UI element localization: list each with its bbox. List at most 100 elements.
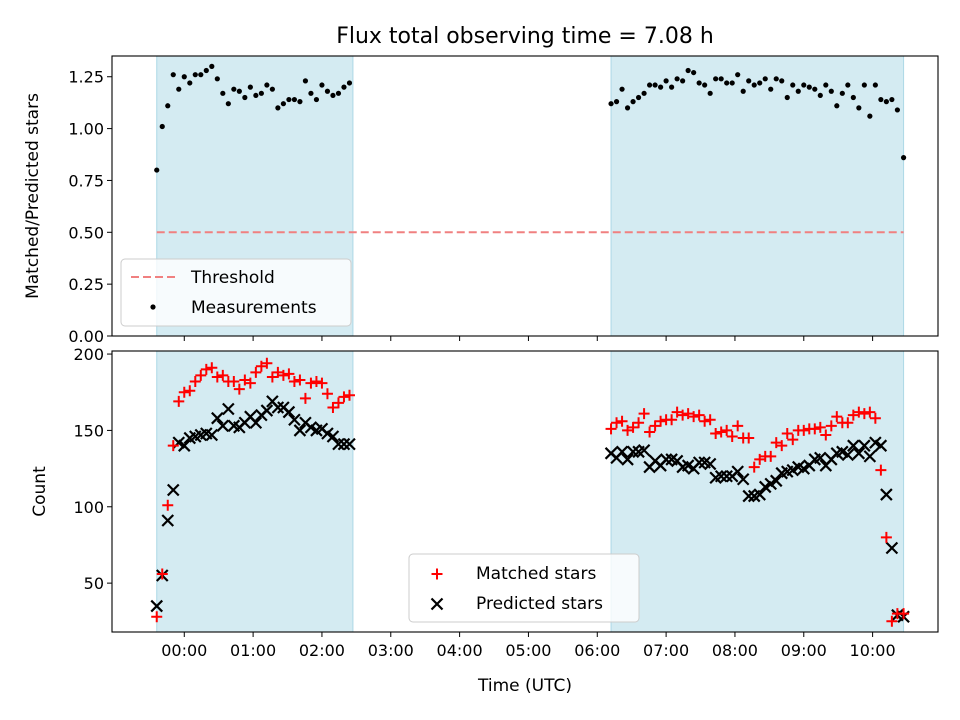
predicted-star-point — [626, 445, 640, 459]
matched-star-point — [825, 420, 837, 432]
measurement-point — [850, 94, 856, 101]
matched-star-point — [627, 421, 639, 433]
predicted-star-point — [249, 416, 263, 430]
predicted-star-point — [166, 483, 180, 497]
predicted-star-point — [216, 419, 230, 433]
matched-star-point — [299, 392, 311, 404]
measurement-point — [823, 82, 829, 88]
measurement-point — [187, 80, 193, 86]
predicted-star-point — [337, 437, 351, 451]
measurement-point — [269, 86, 275, 92]
measurement-point — [746, 78, 752, 84]
measurement-point — [812, 86, 818, 92]
matched-star-point — [611, 417, 623, 429]
matched-star-point — [677, 409, 689, 421]
predicted-star-point — [615, 445, 629, 459]
axes-frame — [111, 55, 939, 337]
measurement-point — [729, 80, 735, 86]
measurement-point — [264, 82, 270, 88]
matched-star-point — [294, 374, 306, 386]
matched-star-point — [321, 388, 333, 400]
measurement-point — [220, 90, 226, 96]
measurement-point — [834, 103, 840, 109]
x-tick-label: 05:00 — [505, 641, 551, 660]
measurement-point — [806, 84, 812, 90]
matched-star-point — [310, 376, 322, 388]
x-tick-label: 10:00 — [850, 641, 896, 660]
measurement-point — [652, 82, 658, 88]
measurement-point — [341, 84, 347, 90]
measurement-point — [641, 90, 647, 96]
measurement-point — [319, 82, 325, 88]
measurement-point — [330, 92, 336, 99]
matched-star-point — [886, 615, 898, 627]
predicted-star-point — [621, 453, 634, 466]
measurement-point — [313, 96, 320, 103]
matched-star-point — [184, 385, 196, 397]
matched-star-point — [869, 412, 881, 424]
x-axis-label: Time (UTC) — [477, 676, 572, 696]
measurement-point — [619, 86, 625, 92]
predicted-star-point — [637, 443, 651, 457]
matched-star-point — [743, 432, 755, 444]
measurement-point — [624, 105, 631, 111]
bottom-panel-counts: 50 100 150 200 00:00 01:00 02:00 03:00 04:00 05:0… — [30, 345, 939, 696]
measurement-point — [209, 63, 215, 69]
measurement-point — [878, 96, 884, 103]
x-tick-label: 06:00 — [574, 641, 620, 660]
measurement-point — [165, 103, 171, 109]
matched-star-point — [338, 391, 350, 403]
matched-star-point — [787, 434, 799, 446]
measurement-point — [258, 90, 264, 96]
y-tick-label: 0.75 — [68, 171, 104, 190]
x-tick-label: 01:00 — [230, 641, 276, 660]
matched-star-point — [622, 424, 634, 436]
measurement-point — [613, 99, 620, 105]
legend-measurements-label: Measurements — [191, 298, 317, 318]
predicted-star-point — [332, 437, 345, 451]
predicted-star-point — [161, 514, 175, 527]
matched-star-point — [655, 415, 667, 427]
y-tick-label: 150 — [73, 421, 104, 440]
matched-star-point — [206, 362, 218, 374]
predicted-star-point — [863, 450, 877, 463]
matched-star-point — [688, 411, 700, 423]
measurement-point — [696, 80, 702, 86]
matched-star-point — [798, 424, 810, 436]
measurement-point — [674, 76, 680, 82]
measurement-point — [203, 67, 209, 74]
matched-star-point — [277, 369, 289, 381]
matched-star-point — [228, 376, 240, 388]
predicted-star-point — [852, 447, 866, 460]
matched-star-point — [847, 409, 859, 421]
matched-star-point — [173, 395, 185, 407]
predicted-star-point — [293, 424, 307, 437]
matched-star-point — [250, 366, 262, 378]
matched-star-point — [809, 423, 821, 435]
measurement-point — [867, 113, 873, 119]
matched-star-point — [831, 411, 843, 423]
measurement-point — [680, 78, 686, 84]
measurement-point — [861, 82, 867, 88]
measurement-point — [889, 96, 895, 103]
predicted-star-point — [692, 456, 706, 469]
measurement-point — [707, 90, 713, 96]
predicted-star-point — [769, 474, 783, 488]
x-tick-label: 04:00 — [437, 641, 483, 660]
matched-star-point — [255, 360, 267, 372]
measurement-point — [795, 88, 801, 94]
measurement-point — [845, 82, 851, 88]
measurement-point — [685, 67, 691, 74]
y-tick-label: 100 — [73, 498, 104, 517]
predicted-star-point — [841, 448, 855, 462]
measurement-point — [872, 82, 878, 88]
matched-star-point — [748, 461, 760, 473]
measurement-point — [225, 101, 231, 107]
measurement-point — [740, 88, 746, 94]
predicted-star-point — [880, 488, 893, 501]
measurement-point — [181, 74, 187, 80]
x-tick-label: 03:00 — [368, 641, 414, 660]
matched-star-point — [616, 415, 628, 427]
matched-star-point — [233, 383, 245, 395]
measurement-point — [253, 92, 259, 99]
